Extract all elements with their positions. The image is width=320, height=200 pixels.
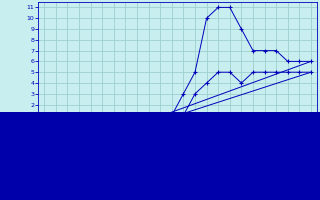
- X-axis label: Graphe des températures (°c): Graphe des températures (°c): [113, 176, 242, 185]
